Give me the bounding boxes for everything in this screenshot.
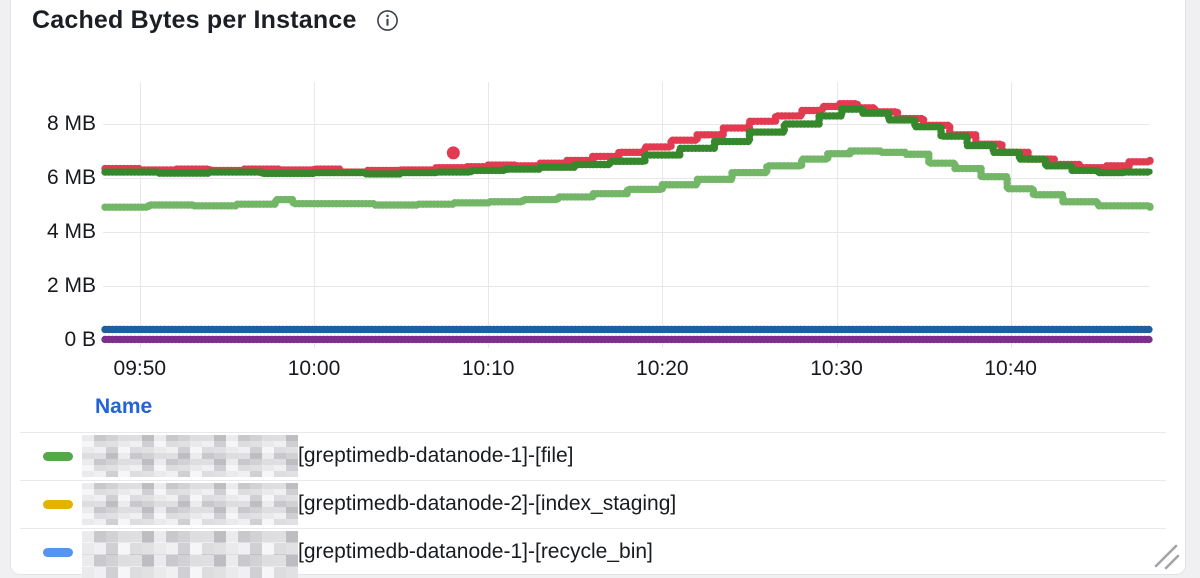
legend-row[interactable]: [greptimedb-datanode-1]-[file] bbox=[20, 432, 1166, 480]
legend-series-marker[interactable] bbox=[43, 500, 73, 509]
legend-series-label[interactable]: [greptimedb-datanode-2]-[index_staging] bbox=[298, 492, 677, 515]
legend-row[interactable]: [greptimedb-datanode-1]-[recycle_bin] bbox=[20, 528, 1166, 578]
legend-series-marker[interactable] bbox=[43, 452, 73, 461]
legend-series-label[interactable]: [greptimedb-datanode-1]-[recycle_bin] bbox=[298, 540, 653, 563]
legend-header-name[interactable]: Name bbox=[95, 395, 153, 418]
panel-header: Cached Bytes per Instance bbox=[32, 4, 399, 36]
panel-title[interactable]: Cached Bytes per Instance bbox=[32, 5, 357, 34]
legend-series-marker[interactable] bbox=[43, 548, 73, 557]
legend-series-label[interactable]: [greptimedb-datanode-1]-[file] bbox=[298, 444, 574, 467]
resize-handle-icon[interactable] bbox=[1150, 540, 1184, 578]
legend-row[interactable]: [greptimedb-datanode-2]-[index_staging] bbox=[20, 480, 1166, 528]
redacted-text-mosaic bbox=[82, 435, 298, 477]
info-icon[interactable] bbox=[376, 9, 399, 32]
redacted-text-mosaic bbox=[82, 531, 298, 578]
redacted-text-mosaic bbox=[82, 483, 298, 525]
